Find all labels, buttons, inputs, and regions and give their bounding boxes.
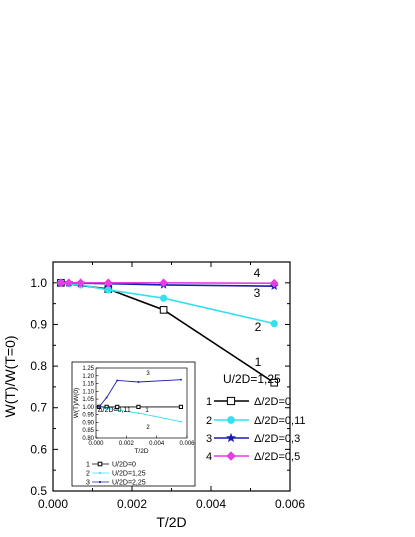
inset-data-point-3 bbox=[116, 379, 119, 382]
legend-label: Δ/2D=0,11 bbox=[254, 415, 305, 427]
inset-x-tick-label: 0.004 bbox=[149, 441, 165, 447]
inset-data-point-1 bbox=[178, 404, 184, 409]
legend-marker-4 bbox=[226, 451, 236, 461]
data-point-4 bbox=[159, 278, 168, 288]
inset-data-point-3 bbox=[98, 405, 100, 408]
inset-curve-number-3: 3 bbox=[146, 371, 150, 377]
legend-label: Δ/2D=0 bbox=[254, 396, 291, 408]
inset-legend-marker-2 bbox=[98, 471, 102, 475]
y-axis-label: W(T)/W(T=0) bbox=[2, 335, 18, 417]
inset-data-point-2 bbox=[116, 409, 119, 411]
inset-data-point-3 bbox=[179, 378, 182, 381]
inset-x-tick-label: 0.000 bbox=[88, 441, 104, 447]
x-tick-label: 0.004 bbox=[196, 497, 226, 511]
curve-number-3: 3 bbox=[254, 286, 261, 300]
inset-legend-number: 2 bbox=[86, 471, 90, 478]
series-line-2 bbox=[60, 282, 275, 325]
inset-data-point-2 bbox=[137, 412, 140, 415]
inset-y-axis-label: W(T)/W(0) bbox=[73, 388, 80, 418]
inset-curve-number-1: 1 bbox=[145, 408, 149, 414]
inset-x-axis-label: T/2D bbox=[134, 448, 148, 455]
inset-data-point-3 bbox=[137, 381, 140, 383]
x-tick-label: 0.000 bbox=[38, 497, 68, 511]
inset-y-tick-label: 1.10 bbox=[82, 389, 94, 395]
inset-y-tick-label: 0.85 bbox=[82, 428, 94, 434]
x-tick-label: 0.006 bbox=[275, 497, 305, 511]
curve-number-2: 2 bbox=[255, 320, 262, 334]
inset-box bbox=[71, 361, 196, 487]
y-tick-label: 1.0 bbox=[30, 276, 47, 290]
inset-legend-number: 1 bbox=[86, 462, 90, 469]
legend-marker-2 bbox=[227, 416, 235, 424]
curve-number-4: 4 bbox=[254, 266, 261, 280]
legend-number: 3 bbox=[206, 433, 212, 445]
legend-title: U/2D=1,25 bbox=[223, 372, 281, 386]
y-tick-label: 0.5 bbox=[30, 484, 47, 498]
legend-label: Δ/2D=0,3 bbox=[254, 433, 300, 445]
x-tick-label: 0.002 bbox=[117, 497, 147, 511]
data-point-4 bbox=[103, 278, 113, 288]
inset-x-tick-label: 0.002 bbox=[119, 441, 135, 447]
inset-plot-frame bbox=[95, 367, 188, 439]
data-point-4 bbox=[56, 278, 66, 288]
data-point-4 bbox=[269, 278, 279, 288]
inset-data-point-3 bbox=[105, 396, 108, 399]
inset-y-tick-label: 0.90 bbox=[82, 420, 94, 426]
inset-y-tick-label: 1.20 bbox=[82, 374, 94, 380]
x-axis-label: T/2D bbox=[156, 514, 186, 530]
legend-number: 1 bbox=[206, 396, 212, 408]
legend-number: 4 bbox=[206, 451, 212, 463]
inset-x-tick-label: 0.006 bbox=[179, 441, 195, 447]
inset-y-tick-label: 1.00 bbox=[82, 405, 94, 411]
legend-label: Δ/2D=0,5 bbox=[254, 451, 300, 463]
data-point-2 bbox=[160, 294, 168, 302]
inset-legend-label: U/2D=0 bbox=[112, 462, 136, 469]
inset-y-tick-label: 1.25 bbox=[82, 366, 94, 372]
y-tick-label: 0.8 bbox=[30, 359, 47, 373]
inset-legend-label: U/2D=2,25 bbox=[112, 480, 146, 487]
data-point-2 bbox=[104, 286, 112, 294]
inset-curve-number-2: 2 bbox=[146, 425, 150, 431]
data-point-2 bbox=[270, 320, 278, 328]
data-point-1 bbox=[270, 378, 278, 387]
y-tick-label: 0.7 bbox=[30, 401, 47, 415]
legend-marker-1 bbox=[226, 396, 236, 406]
inset-data-point-1 bbox=[115, 404, 120, 409]
curve-number-1: 1 bbox=[255, 355, 262, 369]
inset-legend-label: U/2D=1,25 bbox=[112, 471, 146, 478]
legend-number: 2 bbox=[206, 415, 212, 427]
inset-legend-marker-3 bbox=[98, 480, 102, 484]
data-point-1 bbox=[159, 306, 168, 314]
y-tick-label: 0.9 bbox=[30, 317, 47, 331]
inset-data-point-2 bbox=[105, 407, 108, 410]
inset-y-tick-label: 0.95 bbox=[82, 413, 94, 419]
inset-data-point-2 bbox=[179, 420, 182, 423]
inset-y-tick-label: 1.05 bbox=[82, 397, 94, 403]
inset-legend-number: 3 bbox=[86, 480, 90, 487]
data-point-4 bbox=[64, 278, 74, 288]
data-point-4 bbox=[76, 278, 86, 288]
inset-y-tick-label: 0.80 bbox=[82, 436, 94, 442]
inset-legend-marker-1 bbox=[97, 461, 103, 467]
legend-marker-3 bbox=[226, 432, 236, 443]
y-tick-label: 0.6 bbox=[30, 442, 47, 456]
inset-annotation: Δ/2D=0,11 bbox=[98, 407, 131, 414]
inset-data-point-1 bbox=[136, 404, 141, 409]
inset-y-tick-label: 1.15 bbox=[82, 382, 94, 388]
